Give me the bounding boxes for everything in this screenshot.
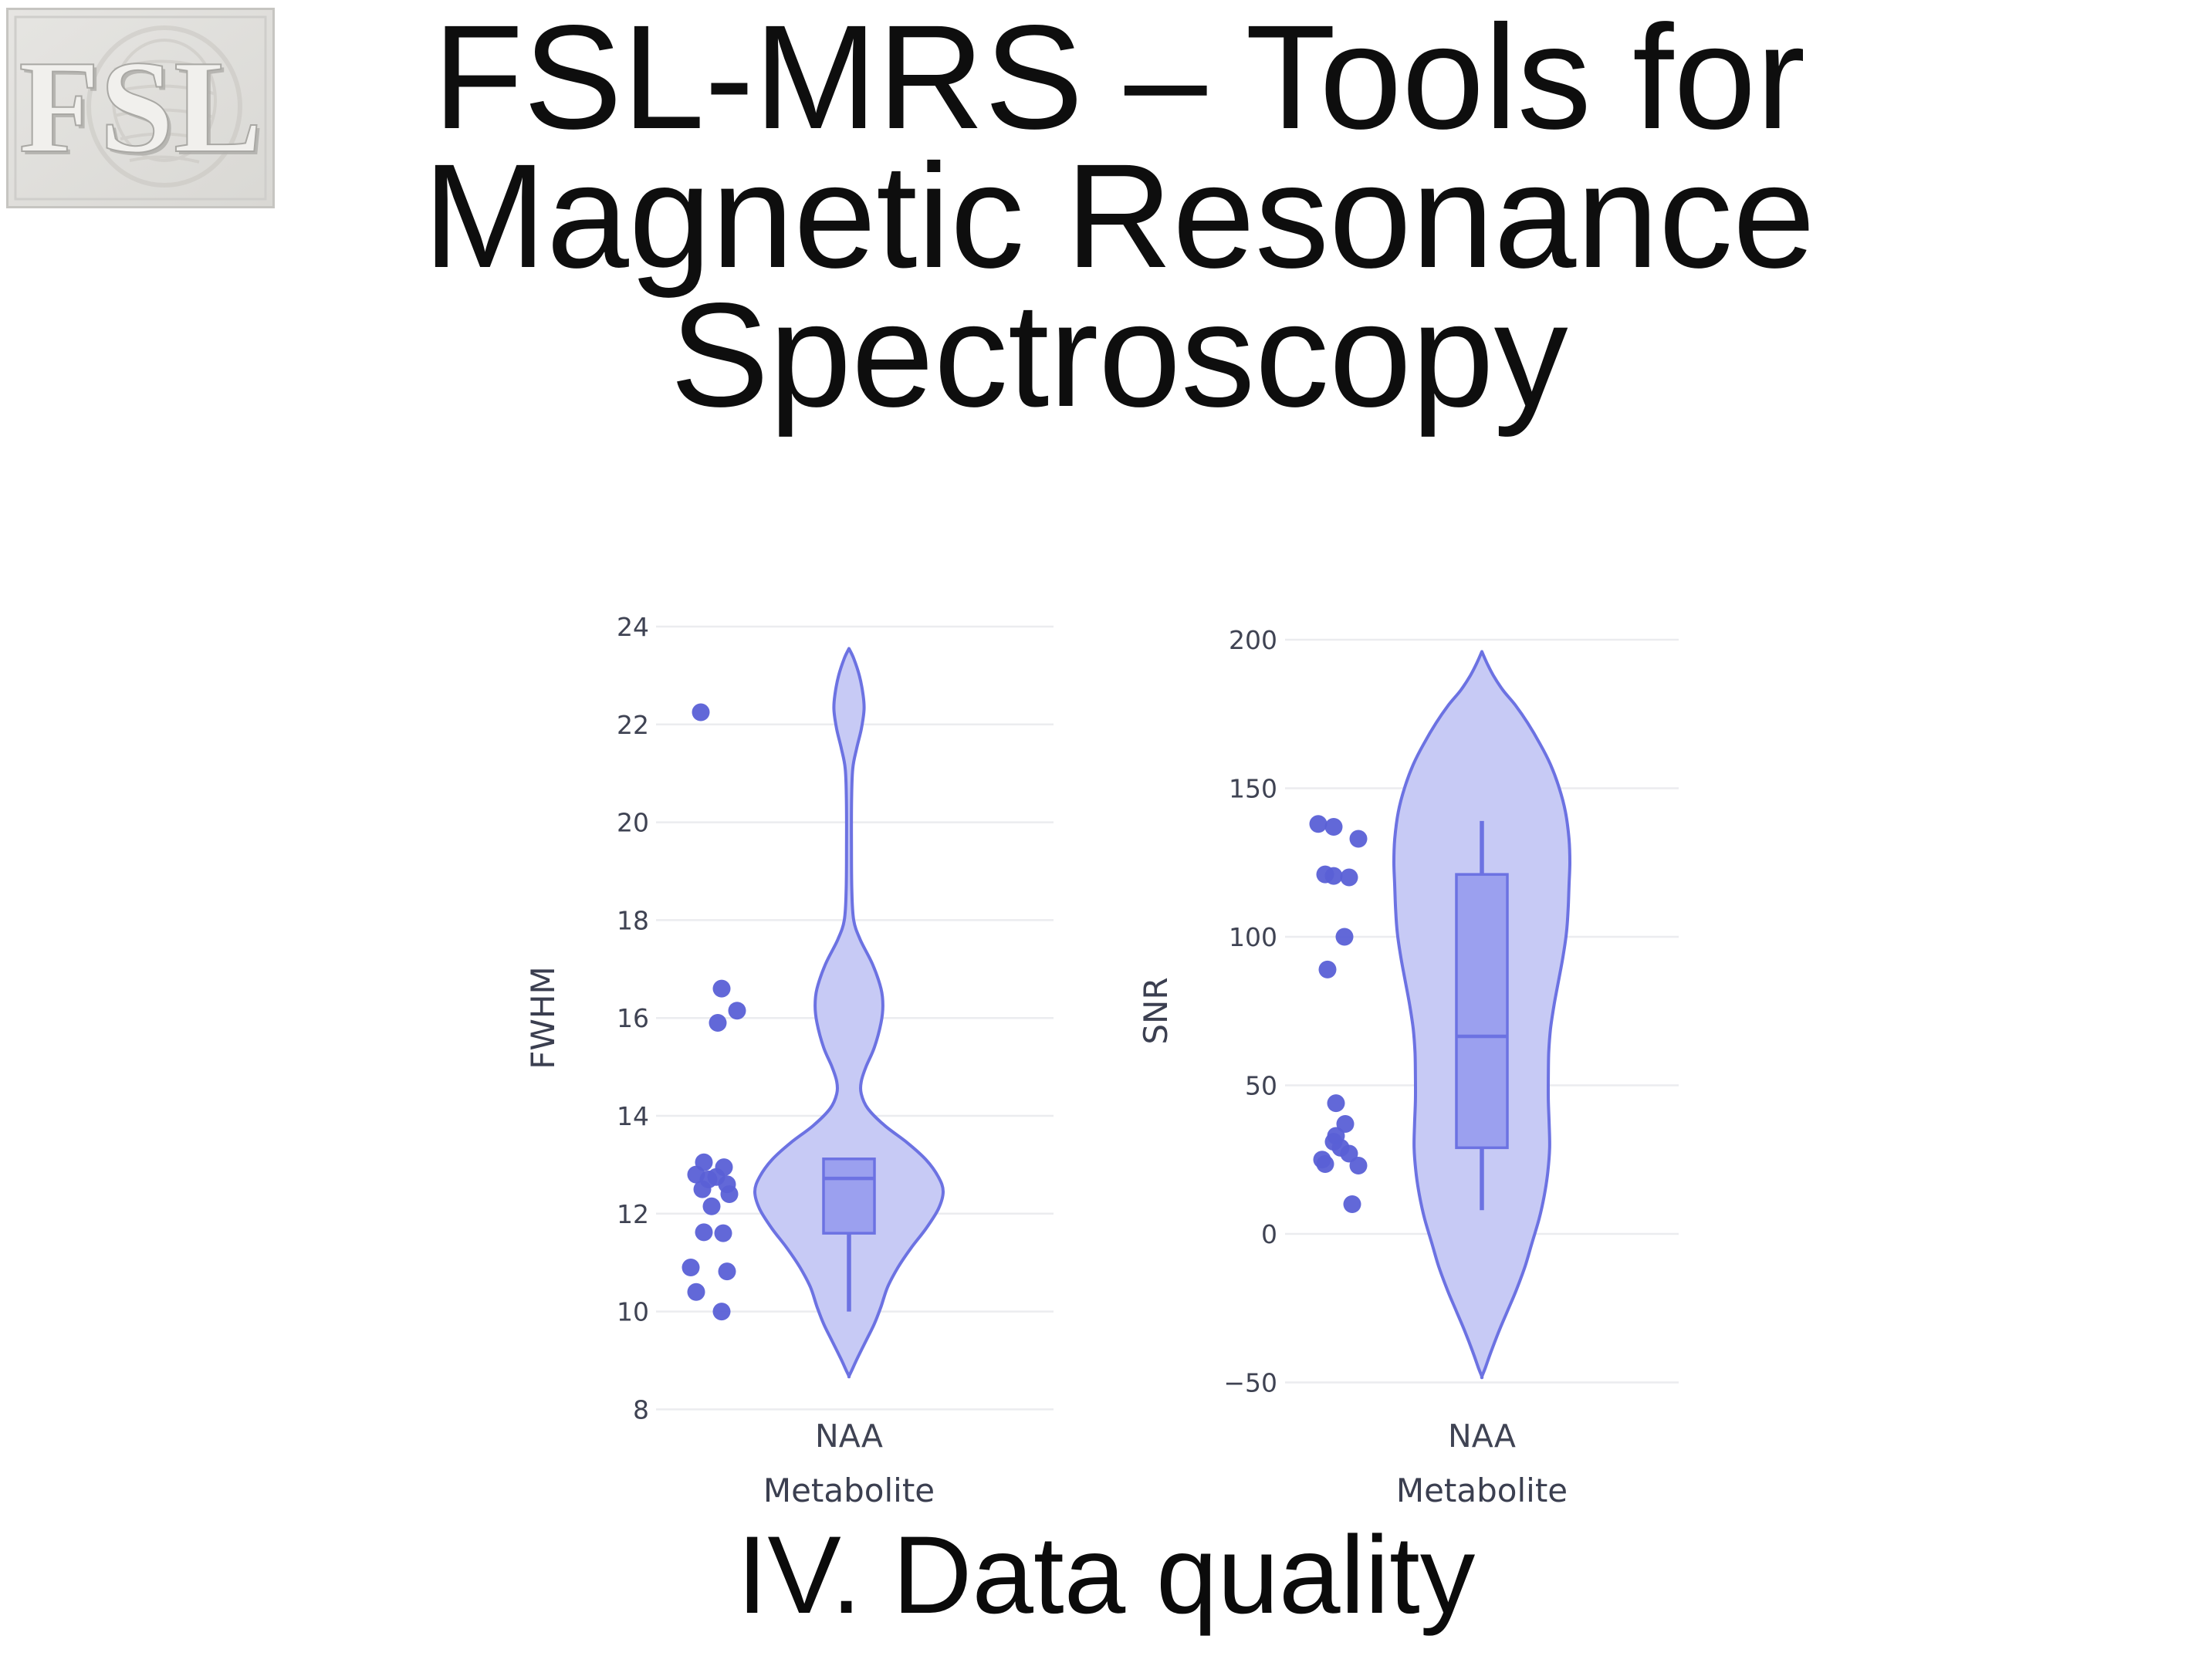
data-point xyxy=(695,1223,713,1242)
y-tick-label: 200 xyxy=(1229,625,1277,655)
data-point xyxy=(1324,867,1343,885)
data-point xyxy=(702,1197,721,1215)
y-tick-label: 14 xyxy=(617,1101,649,1131)
data-point xyxy=(1349,830,1368,848)
data-point xyxy=(693,1180,712,1198)
data-point xyxy=(692,703,710,722)
fsl-logo-wordmark: FSL FSL xyxy=(18,33,265,184)
data-point xyxy=(1327,1094,1345,1113)
x-axis-title: Metabolite xyxy=(763,1472,935,1509)
title-line-1: FSL-MRS – Tools for xyxy=(432,0,1806,160)
data-point xyxy=(709,1014,727,1032)
title-line-2: Magnetic Resonance xyxy=(423,133,1815,299)
data-point xyxy=(1340,868,1358,887)
slide-title: FSL-MRS – Tools for Magnetic Resonance S… xyxy=(27,0,2211,438)
data-point xyxy=(1349,1156,1368,1174)
x-axis-title: Metabolite xyxy=(1396,1472,1568,1509)
fsl-logo: FSL FSL xyxy=(6,8,275,208)
data-point xyxy=(714,1224,732,1242)
fwhm-violin-chart: 24 22 20 18 16 14 12 10 8 NAA Metabolite FWHM xyxy=(524,612,1054,1509)
x-category-label: NAA xyxy=(815,1418,883,1455)
data-point xyxy=(728,1002,746,1020)
y-axis-title: FWHM xyxy=(524,966,562,1070)
y-tick-label: 10 xyxy=(617,1297,649,1327)
svg-text:FSL: FSL xyxy=(22,37,265,184)
data-point xyxy=(1316,1155,1334,1174)
data-point xyxy=(1324,818,1343,836)
fsl-logo-image: FSL FSL xyxy=(6,8,275,208)
data-point xyxy=(720,1185,739,1203)
box xyxy=(1455,873,1509,1150)
y-tick-label: 150 xyxy=(1229,774,1277,804)
y-tick-label: 100 xyxy=(1229,922,1277,952)
data-point xyxy=(718,1262,736,1281)
data-point xyxy=(1318,960,1337,978)
y-tick-label: 0 xyxy=(1261,1219,1277,1249)
violin-shape xyxy=(753,647,945,1379)
logo-inner-frame xyxy=(14,15,267,201)
y-tick-label: 12 xyxy=(617,1199,649,1229)
title-line-3: Spectroscopy xyxy=(670,272,1568,438)
box xyxy=(822,1158,876,1235)
y-tick-label: 50 xyxy=(1245,1071,1277,1101)
snr-violin-chart: 200 150 100 50 0 −50 NAA Metabolite SNR xyxy=(1137,625,1679,1509)
x-category-label: NAA xyxy=(1448,1418,1516,1455)
y-tick-label: 22 xyxy=(617,710,649,740)
data-point xyxy=(682,1259,700,1277)
trilobite-fossil-icon xyxy=(86,25,242,188)
y-tick-label: −50 xyxy=(1223,1368,1277,1398)
data-point xyxy=(1343,1195,1361,1213)
y-tick-label: 24 xyxy=(617,612,649,642)
y-tick-label: 20 xyxy=(617,808,649,838)
y-axis-title: SNR xyxy=(1137,977,1175,1044)
y-tick-label: 18 xyxy=(617,905,649,935)
data-point xyxy=(1309,815,1328,833)
data-point xyxy=(712,979,731,998)
section-caption: IV. Data quality xyxy=(736,1514,1476,1637)
data-point xyxy=(712,1303,731,1321)
logo-frame xyxy=(6,8,275,208)
fsl-logo-text: FSL xyxy=(19,34,262,181)
data-point xyxy=(687,1283,705,1301)
y-tick-label: 8 xyxy=(633,1394,649,1424)
data-point xyxy=(1335,928,1354,946)
y-tick-label: 16 xyxy=(617,1003,649,1033)
